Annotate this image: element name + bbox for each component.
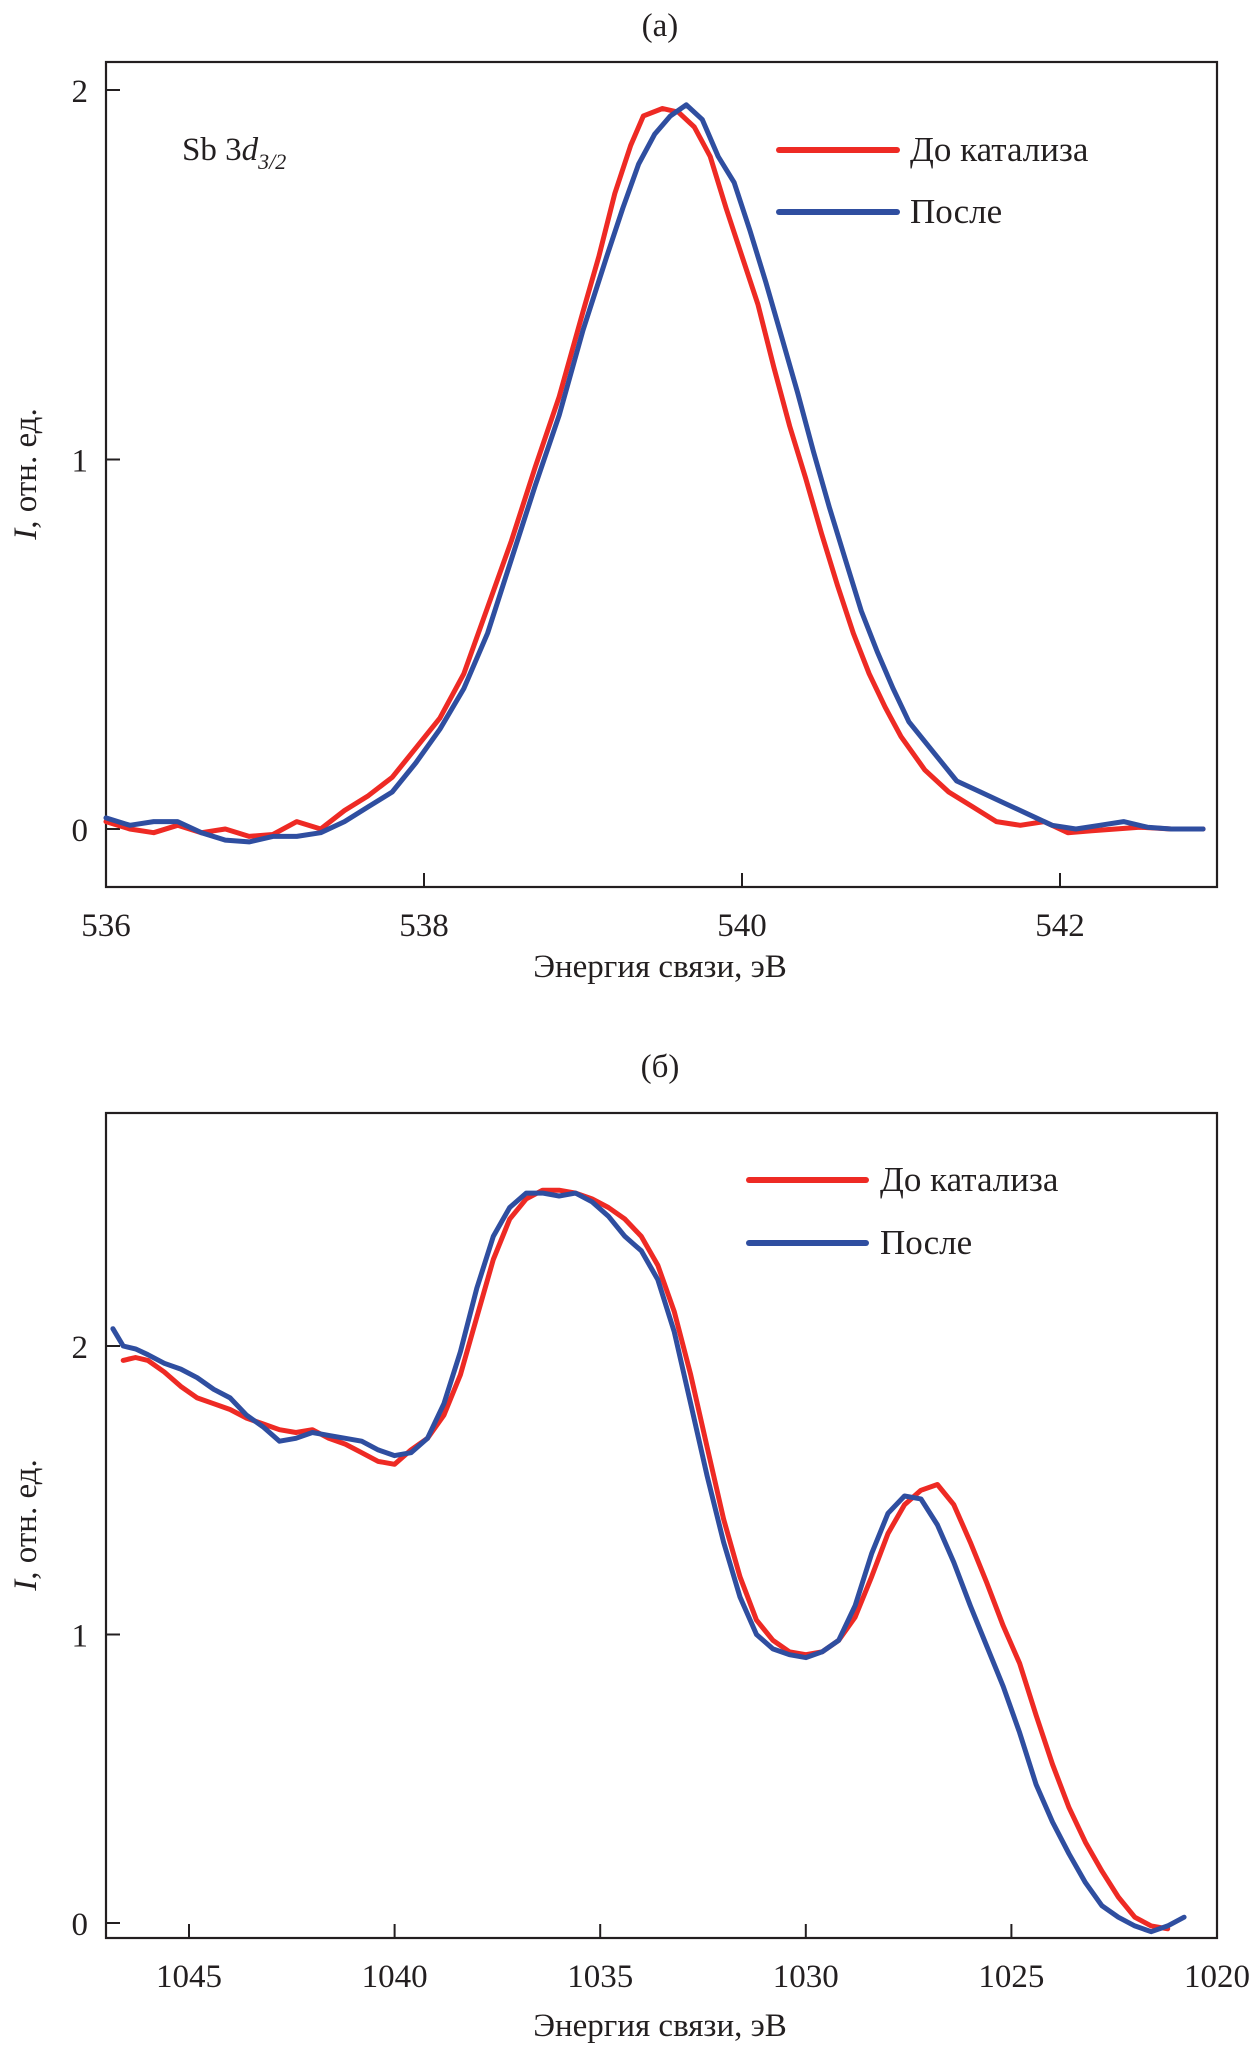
panel-a-annotation: Sb 3d3/2 — [182, 132, 286, 174]
panel-a-legend: До катализа После — [776, 130, 1089, 231]
y-tick-label: 1 — [72, 1619, 89, 1655]
series-line-before-catalysis — [120, 1187, 1171, 1932]
panel-a-plot-frame — [104, 60, 1219, 889]
panel-b-ticks — [106, 1345, 1013, 1938]
annotation-subscript: 3/2 — [257, 149, 286, 174]
x-tick-label: 1020 — [1184, 1959, 1250, 1995]
x-tick-label: 1045 — [156, 1959, 222, 1995]
y-tick-label: 2 — [72, 1330, 89, 1366]
x-tick-label: 536 — [81, 908, 131, 944]
panel-b-legend: До катализа После — [746, 1160, 1059, 1262]
legend-label-before: До катализа — [880, 1160, 1059, 1199]
panel-b-title: (б) — [641, 1049, 680, 1085]
panel-b-plot-frame — [104, 1111, 1219, 1940]
x-tick-label: 1040 — [362, 1959, 428, 1995]
panel-a-tick-labels: 536 538 540 542 0 1 2 — [72, 74, 1085, 944]
series-line-after-catalysis — [110, 1190, 1187, 1935]
legend-label-after: После — [880, 1223, 972, 1262]
y-tick-label: 1 — [72, 444, 89, 480]
annotation-main: Sb 3 — [182, 132, 242, 168]
y-axis-title-symbol: I — [8, 1578, 44, 1592]
y-axis-title-units: , отн. ед. — [8, 408, 44, 528]
y-axis-title-units: , отн. ед. — [8, 1459, 44, 1579]
panel-a: (а) 536 538 540 542 0 1 2 Sb 3d3/2 До катализа… — [8, 8, 1219, 985]
series-line-before-catalysis — [103, 106, 1206, 839]
panel-a-series — [103, 102, 1206, 845]
legend-label-before: До катализа — [910, 130, 1089, 169]
panel-b-tick-labels: 1045 1040 1035 1030 1025 1020 0 1 2 — [72, 1330, 1251, 1995]
y-tick-label: 0 — [72, 1907, 89, 1943]
panel-a-y-axis-title: I, отн. ед. — [8, 408, 44, 540]
panel-b-x-axis-title: Энергия связи, эВ — [533, 2008, 787, 2044]
x-tick-label: 538 — [399, 908, 449, 944]
x-tick-label: 1030 — [773, 1959, 839, 1995]
x-tick-label: 542 — [1035, 908, 1085, 944]
x-tick-label: 540 — [717, 908, 767, 944]
y-axis-title-symbol: I — [8, 527, 44, 541]
panel-a-title: (а) — [642, 8, 679, 44]
series-line-after-catalysis — [103, 102, 1206, 845]
panel-a-x-axis-title: Энергия связи, эВ — [533, 949, 787, 985]
panel-b-series — [110, 1187, 1187, 1935]
annotation-italic: d — [242, 132, 259, 168]
y-tick-label: 0 — [72, 813, 89, 849]
panel-b: (б) 1045 1040 1035 1030 1025 1020 0 1 2 До катал… — [8, 1049, 1250, 2044]
panel-a-ticks — [106, 89, 1061, 887]
x-tick-label: 1035 — [567, 1959, 633, 1995]
y-tick-label: 2 — [72, 74, 89, 110]
legend-label-after: После — [910, 192, 1002, 231]
panel-b-y-axis-title: I, отн. ед. — [8, 1459, 44, 1591]
x-tick-label: 1025 — [978, 1959, 1044, 1995]
